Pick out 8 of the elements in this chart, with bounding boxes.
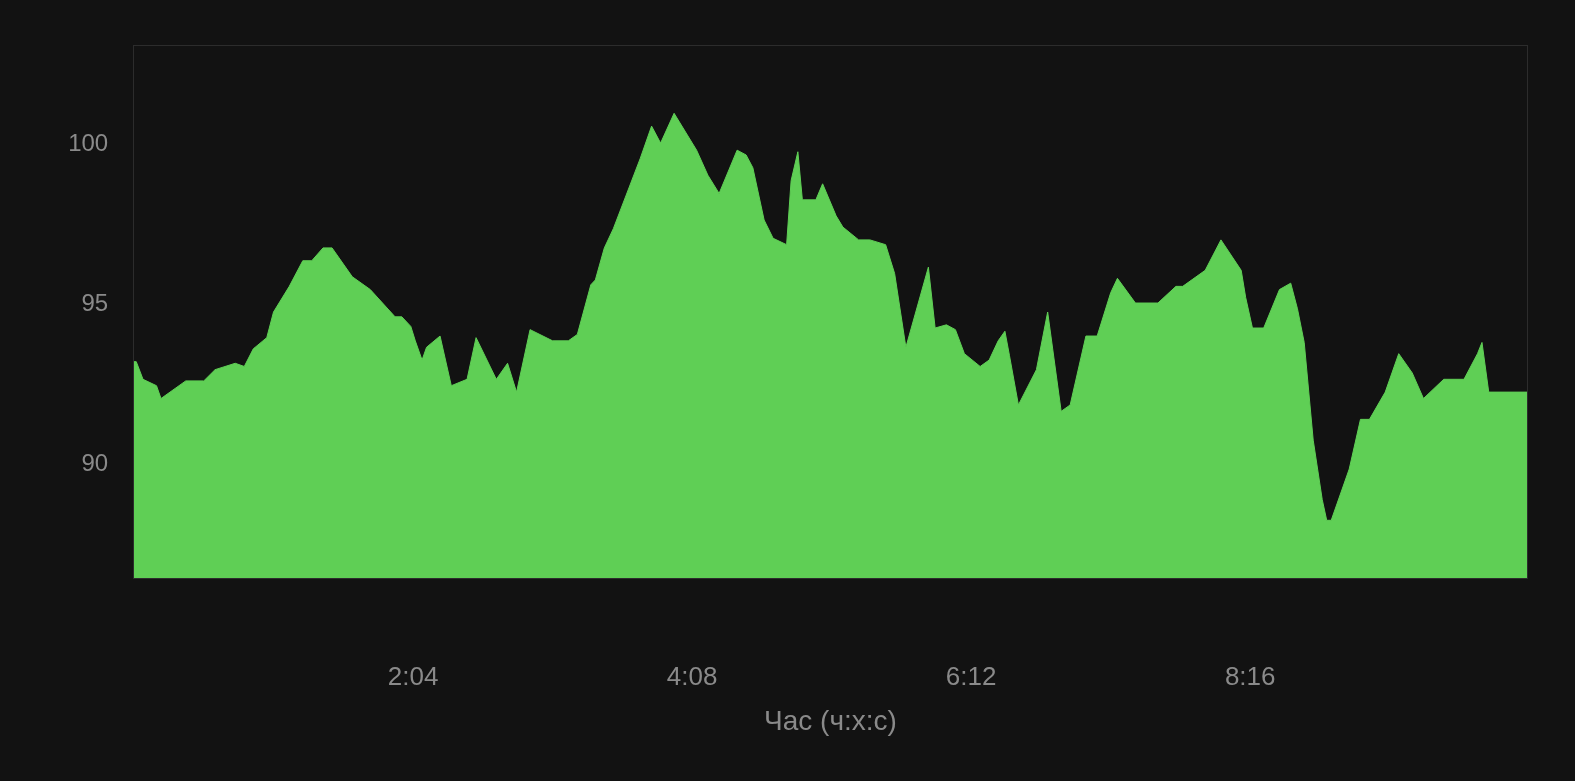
y-tick-label: 90 (81, 449, 109, 477)
x-tick-label: 4:08 (666, 661, 718, 692)
x-axis-title: Час (ч:х:с) (764, 705, 897, 737)
y-tick-label: 100 (68, 128, 109, 156)
y-tick-label: 95 (81, 288, 109, 316)
x-tick-label: 2:04 (387, 661, 439, 692)
x-tick-label: 6:12 (945, 661, 997, 692)
x-tick-label: 8:16 (1224, 661, 1276, 692)
